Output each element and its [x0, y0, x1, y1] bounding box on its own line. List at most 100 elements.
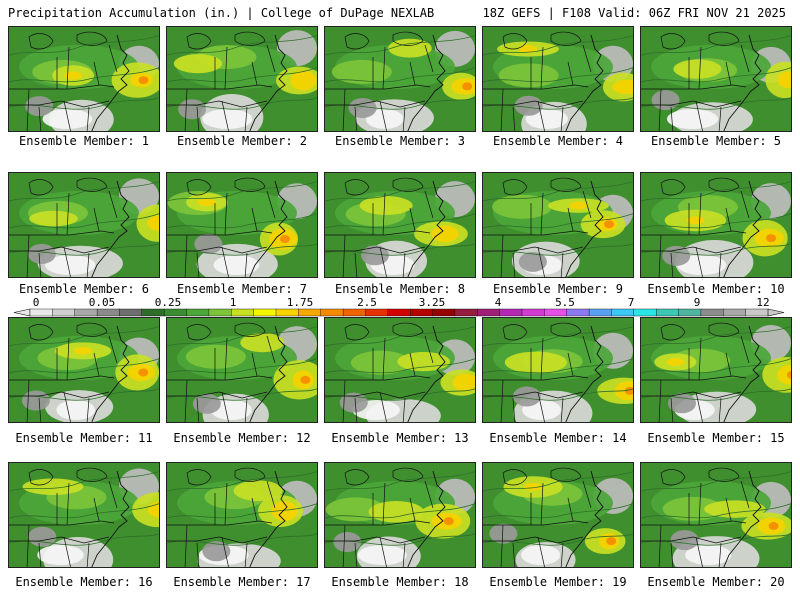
state-border [582, 335, 592, 364]
precip-map [167, 463, 317, 567]
precip-shading [147, 215, 159, 232]
precip-shading [666, 358, 685, 367]
state-border [718, 542, 722, 567]
state-border [342, 379, 346, 422]
colorbar-swatch [409, 308, 434, 317]
ensemble-member-label: Ensemble Member: 17 [173, 575, 311, 589]
precip-map [9, 318, 159, 422]
ensemble-map-panel [166, 172, 318, 278]
state-border [9, 391, 110, 399]
colorbar-tick-label: 1.75 [286, 296, 314, 309]
ensemble-member-label: Ensemble Member: 9 [492, 282, 624, 296]
state-border [184, 524, 188, 567]
precip-shading [27, 243, 56, 264]
precip-shading [768, 522, 779, 531]
ensemble-member-label: Ensemble Member: 1 [18, 134, 150, 148]
precip-shading [569, 201, 588, 210]
shading-edge [483, 326, 633, 347]
state-border [184, 88, 188, 131]
state-border [224, 337, 228, 381]
precip-shading [331, 59, 392, 84]
state-border [325, 246, 426, 254]
state-border [93, 352, 100, 377]
great-lake-outline [660, 324, 686, 341]
coastline [407, 180, 446, 277]
precip-shading [762, 356, 791, 393]
shading-edge [325, 358, 475, 374]
state-border [641, 84, 747, 90]
state-border [93, 497, 100, 522]
state-border [167, 520, 273, 526]
state-border [108, 44, 118, 73]
coastline [723, 34, 762, 131]
state-border [698, 192, 702, 236]
precip-shading [21, 390, 50, 411]
state-border [483, 246, 584, 254]
precip-shading [662, 496, 723, 521]
coastline [249, 325, 288, 422]
shading-edge [483, 181, 633, 202]
shading-edge [483, 213, 633, 229]
ensemble-map-panel [166, 462, 318, 568]
state-border [382, 192, 386, 236]
shading-edge [9, 358, 159, 374]
state-border [325, 375, 431, 381]
shading-edge [167, 326, 317, 347]
precip-shading [147, 501, 159, 518]
precip-map [9, 173, 159, 277]
state-border [379, 100, 387, 131]
precip-shading [359, 196, 413, 216]
state-border [698, 337, 702, 381]
precip-shading [185, 344, 246, 369]
coastline [565, 325, 604, 422]
state-border [424, 44, 434, 73]
precip-shading [777, 71, 791, 89]
precip-shading [64, 71, 83, 80]
state-border [66, 482, 70, 526]
state-border [38, 106, 42, 131]
state-border [582, 190, 592, 219]
state-border [409, 207, 416, 232]
great-lake-outline [502, 33, 528, 50]
precip-shading [333, 532, 362, 553]
state-border [698, 482, 702, 526]
great-lake-outline [708, 177, 740, 192]
state-border [560, 397, 564, 422]
precip-shading [766, 234, 777, 243]
state-border [500, 524, 504, 567]
colorbar-swatch [208, 308, 232, 317]
colorbar-swatch [119, 308, 143, 317]
precip-shading [452, 373, 475, 392]
state-border [540, 192, 544, 236]
state-border [196, 252, 200, 277]
state-border [244, 252, 248, 277]
state-border [167, 391, 268, 399]
colorbar-tick-label: 3.25 [418, 296, 446, 309]
coastline [91, 34, 130, 131]
state-border [251, 61, 258, 86]
precip-shading [521, 545, 561, 565]
precip-map [325, 318, 475, 422]
state-border [582, 44, 592, 73]
state-border [483, 100, 584, 108]
state-border [167, 100, 268, 108]
state-border [382, 482, 386, 526]
state-border [167, 246, 268, 254]
ensemble-member-label: Ensemble Member: 6 [18, 282, 150, 296]
colorbar-tick-label: 0.25 [154, 296, 182, 309]
state-border [670, 542, 674, 567]
ensemble-map-panel [482, 172, 634, 278]
colorbar-max-arrow [767, 308, 785, 317]
precip-map [167, 27, 317, 131]
shading-edge [483, 503, 633, 519]
chart-title: Precipitation Accumulation (in.) | Colle… [8, 6, 435, 20]
great-lake-outline [660, 33, 686, 50]
ensemble-map-panel [640, 26, 792, 132]
state-border [567, 497, 574, 522]
state-border [402, 106, 406, 131]
colorbar-swatch [521, 308, 545, 317]
state-border [641, 536, 742, 544]
ensemble-map-panel [324, 462, 476, 568]
state-border [641, 391, 742, 399]
state-border [244, 397, 248, 422]
